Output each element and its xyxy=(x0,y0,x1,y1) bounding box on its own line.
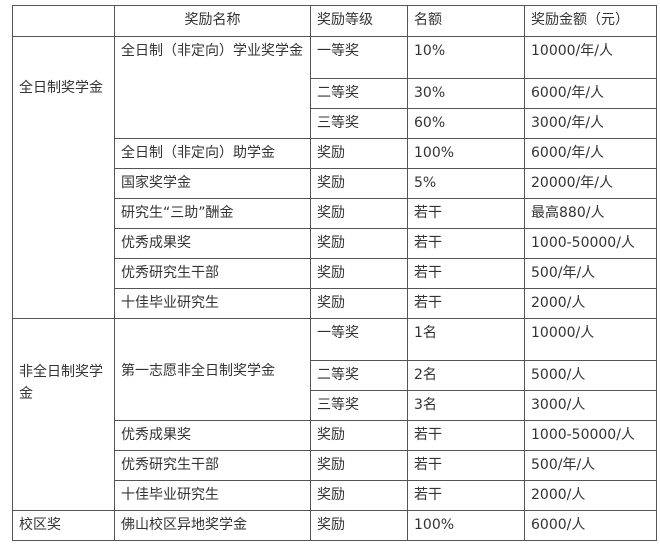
header-cell: 奖励名称 xyxy=(114,5,311,37)
quota-cell: 2名 xyxy=(407,360,525,391)
table-row: 二等奖 30% 6000/年/人 xyxy=(13,78,657,109)
level-cell: 一等奖 xyxy=(310,318,408,361)
name-cell: 佛山校区异地奖学金 xyxy=(114,510,311,541)
name-cell: 十佳毕业研究生 xyxy=(114,480,311,511)
table-row: 优秀成果奖 奖励 若干 1000-50000/人 xyxy=(13,228,657,259)
level-cell: 奖励 xyxy=(310,288,408,319)
level-cell: 奖励 xyxy=(310,510,408,541)
quota-cell: 若干 xyxy=(407,480,525,511)
name-cell: 全日制（非定向）助学金 xyxy=(114,138,311,169)
name-cell: 第一志愿非全日制奖学金 xyxy=(114,318,311,421)
table-row: 十佳毕业研究生 奖励 若干 2000/人 xyxy=(13,480,657,511)
table-row: 全日制奖学金 全日制（非定向）学业奖学金 一等奖 10% 10000/年/人 xyxy=(12,36,657,319)
quota-cell: 5% xyxy=(407,168,525,199)
amount-cell: 500/年/人 xyxy=(524,450,657,481)
name-cell: 十佳毕业研究生 xyxy=(114,288,311,319)
amount-cell: 1000-50000/人 xyxy=(524,420,657,451)
level-cell: 二等奖 xyxy=(310,78,408,109)
category-cell: 非全日制奖学金 xyxy=(12,318,115,511)
name-cell: 优秀成果奖 xyxy=(114,228,311,259)
header-cell: 奖励等级 xyxy=(310,5,408,37)
quota-cell: 若干 xyxy=(407,228,525,259)
table-header: 奖励名称 奖励等级 名额 奖励金额（元） xyxy=(12,5,657,37)
level-cell: 奖励 xyxy=(310,228,408,259)
name-cell: 优秀研究生干部 xyxy=(114,258,311,289)
amount-cell: 6000/年/人 xyxy=(524,138,657,169)
amount-cell: 10000/人 xyxy=(524,318,657,361)
level-cell: 奖励 xyxy=(310,480,408,511)
amount-cell: 6000/年/人 xyxy=(524,78,657,109)
table-row: 全日制（非定向）助学金 奖励 100% 6000/年/人 xyxy=(13,138,657,169)
table-row: 研究生“三助”酬金 奖励 若干 最高880/人 xyxy=(13,198,657,229)
name-cell: 优秀成果奖 xyxy=(114,420,311,451)
level-cell: 奖励 xyxy=(310,198,408,229)
level-cell: 奖励 xyxy=(310,168,408,199)
amount-cell: 5000/人 xyxy=(524,360,657,391)
table-row: 非全日制奖学金 第一志愿非全日制奖学金 一等奖 1名 10000/人 xyxy=(12,318,657,511)
quota-cell: 若干 xyxy=(407,288,525,319)
name-cell: 研究生“三助”酬金 xyxy=(114,198,311,229)
level-cell: 三等奖 xyxy=(310,108,408,139)
header-cell xyxy=(12,5,115,37)
table-row: 校区奖 佛山校区异地奖学金 奖励 100% 6000/人 xyxy=(12,510,657,541)
level-cell: 三等奖 xyxy=(310,390,408,421)
table-row: 三等奖 60% 3000/年/人 xyxy=(13,108,657,139)
category-cell: 全日制奖学金 xyxy=(12,36,115,319)
name-cell: 国家奖学金 xyxy=(114,168,311,199)
level-cell: 奖励 xyxy=(310,138,408,169)
quota-cell: 若干 xyxy=(407,258,525,289)
table-row: 十佳毕业研究生 奖励 若干 2000/人 xyxy=(13,288,657,319)
level-cell: 奖励 xyxy=(310,450,408,481)
header-cell: 名额 xyxy=(407,5,525,37)
quota-cell: 若干 xyxy=(407,420,525,451)
amount-cell: 2000/人 xyxy=(524,480,657,511)
table-row: 二等奖 2名 5000/人 xyxy=(13,360,657,391)
name-cell: 全日制（非定向）学业奖学金 xyxy=(114,36,311,139)
quota-cell: 若干 xyxy=(407,198,525,229)
amount-cell: 20000/年/人 xyxy=(524,168,657,199)
amount-cell: 10000/年/人 xyxy=(524,36,657,79)
quota-cell: 100% xyxy=(407,510,525,541)
quota-cell: 3名 xyxy=(407,390,525,421)
amount-cell: 6000/人 xyxy=(524,510,657,541)
scholarship-table: 奖励名称 奖励等级 名额 奖励金额（元） 全日制奖学金 全日制（非定向）学业奖学… xyxy=(12,5,657,541)
quota-cell: 30% xyxy=(407,78,525,109)
quota-cell: 60% xyxy=(407,108,525,139)
table-row: 优秀研究生干部 奖励 若干 500/年/人 xyxy=(13,450,657,481)
amount-cell: 最高880/人 xyxy=(524,198,657,229)
level-cell: 一等奖 xyxy=(310,36,408,79)
level-cell: 奖励 xyxy=(310,420,408,451)
table-row: 优秀研究生干部 奖励 若干 500/年/人 xyxy=(13,258,657,289)
amount-cell: 3000/人 xyxy=(524,390,657,421)
quota-cell: 10% xyxy=(407,36,525,79)
quota-cell: 1名 xyxy=(407,318,525,361)
level-cell: 二等奖 xyxy=(310,360,408,391)
amount-cell: 3000/年/人 xyxy=(524,108,657,139)
quota-cell: 若干 xyxy=(407,450,525,481)
amount-cell: 1000-50000/人 xyxy=(524,228,657,259)
name-cell: 优秀研究生干部 xyxy=(114,450,311,481)
category-cell: 校区奖 xyxy=(12,510,115,541)
header-cell: 奖励金额（元） xyxy=(524,5,657,37)
quota-cell: 100% xyxy=(407,138,525,169)
amount-cell: 500/年/人 xyxy=(524,258,657,289)
level-cell: 奖励 xyxy=(310,258,408,289)
amount-cell: 2000/人 xyxy=(524,288,657,319)
table-row: 国家奖学金 奖励 5% 20000/年/人 xyxy=(13,168,657,199)
